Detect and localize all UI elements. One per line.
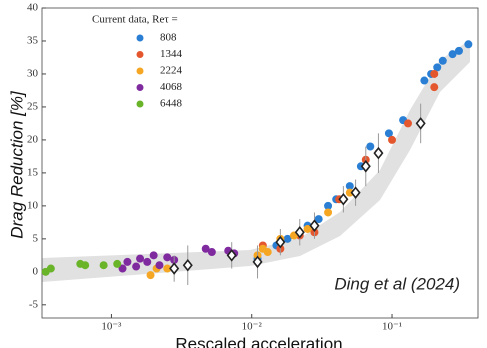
data-point <box>263 248 272 257</box>
legend-label: 6448 <box>160 98 183 110</box>
data-point <box>275 235 286 249</box>
data-point <box>464 40 473 49</box>
annotation: Ding et al (2024) <box>334 274 460 293</box>
data-point <box>207 248 216 257</box>
data-point <box>136 254 145 263</box>
data-point <box>81 261 90 270</box>
data-point <box>46 264 55 273</box>
legend-marker <box>136 84 144 91</box>
data-point <box>303 224 312 233</box>
data-point <box>169 262 180 275</box>
data-point <box>163 253 172 262</box>
data-point <box>420 76 429 85</box>
data-point <box>146 271 155 280</box>
data-point <box>345 182 354 191</box>
x-tick-label: 10⁻² <box>242 321 263 333</box>
data-point <box>454 46 463 55</box>
data-point <box>163 264 172 273</box>
data-point <box>226 249 237 262</box>
legend-marker <box>136 51 144 58</box>
x-axis-label: Rescaled acceleration <box>175 334 342 348</box>
legend-label: 1344 <box>160 48 183 60</box>
data-point <box>309 219 320 232</box>
data-point <box>314 215 323 224</box>
y-axis-label: Drag Reduction [%] <box>7 90 26 239</box>
data-point <box>118 264 127 273</box>
y-tick-label: 10 <box>27 199 39 211</box>
data-point <box>366 142 375 151</box>
legend-label: 2224 <box>160 65 183 77</box>
legend-marker <box>136 100 144 108</box>
data-point <box>438 56 447 65</box>
data-point <box>415 117 426 130</box>
data-point <box>324 201 333 210</box>
data-point <box>149 251 158 260</box>
data-point <box>182 258 193 272</box>
data-point <box>430 83 439 92</box>
legend-marker <box>136 67 144 75</box>
y-tick-label: -5 <box>29 298 39 310</box>
data-point <box>324 208 333 217</box>
legend-title: Current data, Reτ = <box>92 14 178 26</box>
data-point <box>448 50 457 59</box>
data-point <box>388 135 397 144</box>
data-point <box>143 257 152 266</box>
legend-marker <box>136 34 144 42</box>
y-tick-label: 5 <box>33 232 39 244</box>
data-point <box>123 257 132 266</box>
data-point <box>283 234 292 243</box>
y-tick-label: 30 <box>27 67 39 79</box>
plot-frame <box>41 7 479 319</box>
y-tick-label: 0 <box>33 265 39 277</box>
y-tick-label: 25 <box>27 100 39 112</box>
data-point <box>338 192 349 206</box>
y-tick-label: 35 <box>27 35 39 47</box>
trend-band <box>42 40 470 282</box>
x-tick-label: 10⁻¹ <box>382 321 402 333</box>
data-point <box>430 69 439 78</box>
y-tick-label: 40 <box>27 2 39 14</box>
data-point <box>99 261 108 270</box>
legend-label: 4068 <box>160 81 183 93</box>
y-tick-label: 15 <box>27 166 39 178</box>
data-point <box>433 63 442 72</box>
data-point <box>350 186 361 199</box>
data-point <box>294 225 305 239</box>
x-tick-label: 10⁻³ <box>101 321 122 333</box>
data-point <box>132 262 141 271</box>
data-point <box>360 160 371 173</box>
data-point <box>345 188 354 197</box>
data-point <box>201 244 210 253</box>
data-point <box>373 146 384 160</box>
data-point <box>252 255 263 269</box>
data-point <box>384 129 393 138</box>
y-tick-label: 20 <box>27 133 39 145</box>
data-point <box>404 119 413 128</box>
data-point <box>155 261 164 270</box>
legend-label: 808 <box>160 32 177 44</box>
data-point <box>113 259 122 268</box>
